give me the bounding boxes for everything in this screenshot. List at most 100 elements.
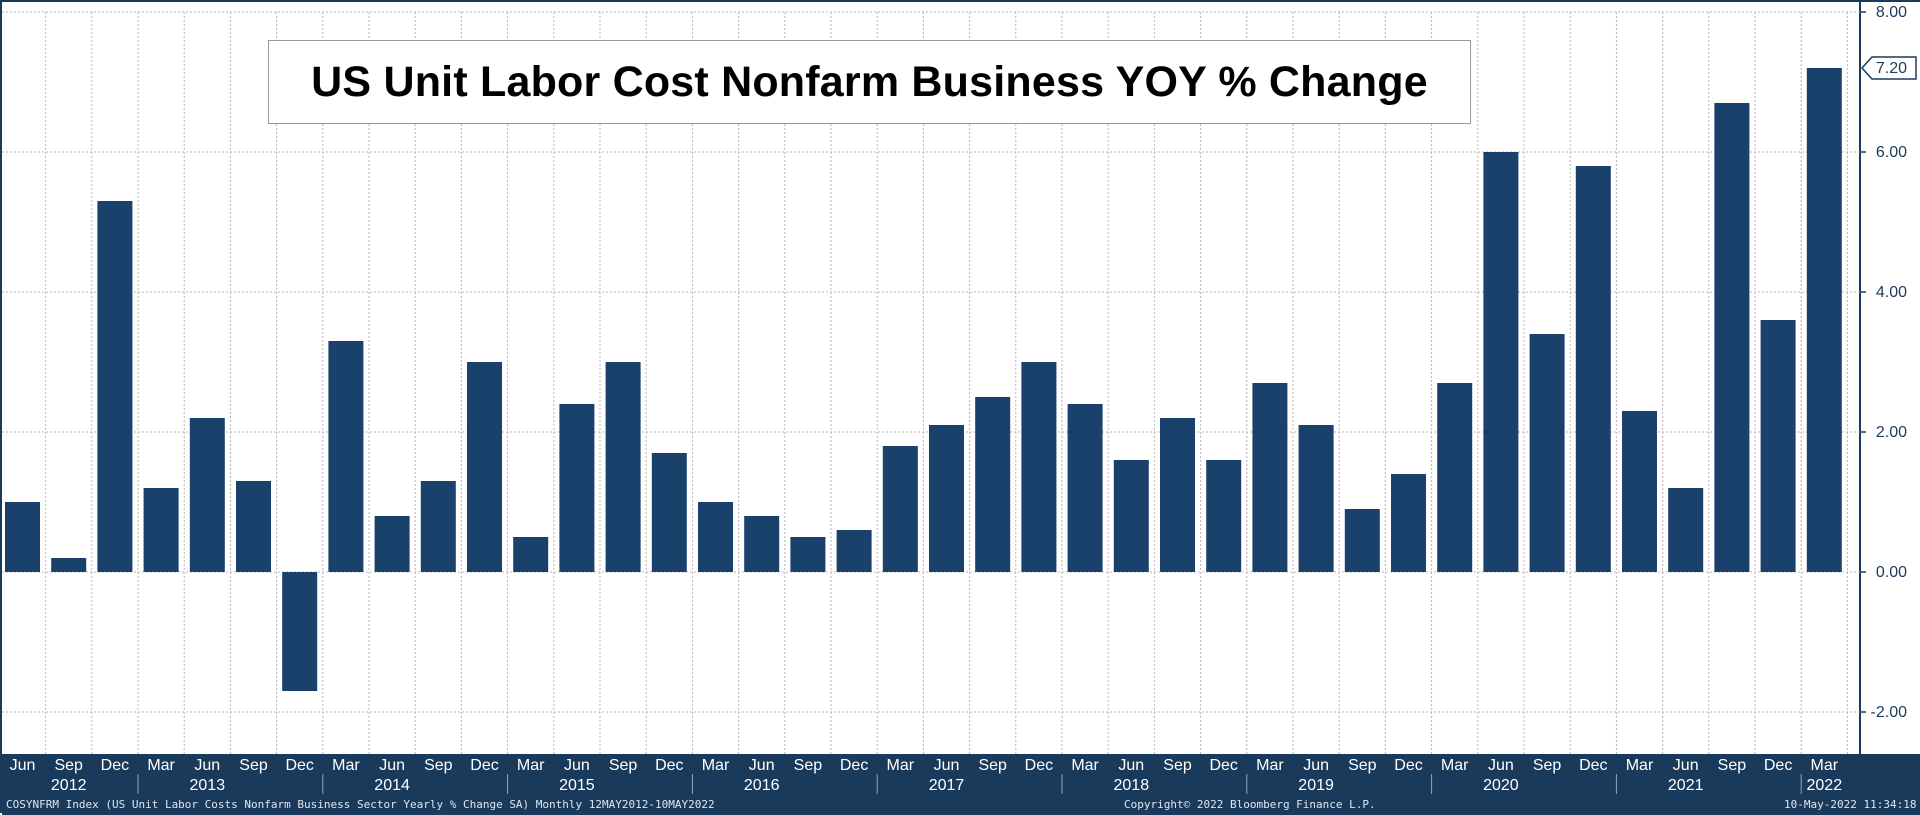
x-tick-label: Jun bbox=[1488, 757, 1514, 774]
y-tick-label: -2.00 bbox=[1871, 704, 1908, 721]
x-tick-label: Dec bbox=[1579, 757, 1607, 774]
x-tick-label: Sep bbox=[978, 757, 1007, 774]
bar bbox=[5, 502, 40, 572]
x-tick-label: Sep bbox=[609, 757, 638, 774]
x-tick-label: Jun bbox=[749, 757, 775, 774]
x-tick-label: Sep bbox=[1163, 757, 1192, 774]
x-tick-label: Dec bbox=[840, 757, 868, 774]
footer-source: COSYNFRM Index (US Unit Labor Costs Nonf… bbox=[6, 798, 715, 811]
bar bbox=[1067, 404, 1103, 572]
bar bbox=[651, 453, 687, 572]
x-tick-label: Mar bbox=[1441, 757, 1469, 774]
bar bbox=[1714, 103, 1750, 572]
bar bbox=[1806, 68, 1842, 572]
x-tick-label: Sep bbox=[1718, 757, 1747, 774]
bar bbox=[1391, 474, 1426, 572]
bar bbox=[1483, 152, 1519, 572]
bar bbox=[1160, 418, 1195, 572]
x-tick-label: Sep bbox=[1348, 757, 1377, 774]
bar bbox=[929, 425, 964, 572]
x-tick-label: Dec bbox=[1025, 757, 1053, 774]
x-tick-label: Jun bbox=[934, 757, 960, 774]
bar bbox=[1575, 166, 1611, 572]
bar bbox=[236, 481, 271, 572]
bar bbox=[467, 362, 502, 572]
bar bbox=[1021, 362, 1057, 572]
x-tick-label: Mar bbox=[702, 757, 730, 774]
x-tick-label: Jun bbox=[194, 757, 220, 774]
x-tick-label: Mar bbox=[1071, 757, 1099, 774]
x-year-label: 2013 bbox=[190, 777, 226, 794]
chart-title: US Unit Labor Cost Nonfarm Business YOY … bbox=[311, 57, 1428, 106]
x-tick-label: Sep bbox=[54, 757, 83, 774]
x-tick-label: Jun bbox=[1118, 757, 1144, 774]
bar bbox=[1206, 460, 1242, 572]
bar bbox=[513, 537, 549, 572]
bar bbox=[790, 537, 826, 572]
bar bbox=[1622, 411, 1657, 572]
bar bbox=[1760, 320, 1796, 572]
x-year-label: 2021 bbox=[1668, 777, 1704, 794]
x-axis-band bbox=[2, 754, 1920, 795]
x-tick-label: Sep bbox=[239, 757, 268, 774]
x-tick-label: Dec bbox=[1764, 757, 1792, 774]
x-tick-label: Mar bbox=[1811, 757, 1839, 774]
bar bbox=[374, 516, 410, 572]
y-tick-label: 6.00 bbox=[1876, 144, 1907, 161]
x-year-label: 2017 bbox=[929, 777, 965, 794]
x-tick-label: Mar bbox=[887, 757, 915, 774]
bar bbox=[1529, 334, 1565, 572]
bar bbox=[605, 362, 641, 572]
x-tick-label: Jun bbox=[379, 757, 405, 774]
x-tick-label: Jun bbox=[1303, 757, 1329, 774]
bar bbox=[744, 516, 780, 572]
x-year-label: 2022 bbox=[1807, 777, 1843, 794]
bar bbox=[328, 341, 364, 572]
x-tick-label: Dec bbox=[285, 757, 313, 774]
bar bbox=[882, 446, 918, 572]
x-tick-label: Dec bbox=[1209, 757, 1237, 774]
bar bbox=[282, 572, 318, 691]
bar bbox=[143, 488, 179, 572]
x-tick-label: Jun bbox=[10, 757, 36, 774]
x-tick-label: Jun bbox=[564, 757, 590, 774]
chart-footer: COSYNFRM Index (US Unit Labor Costs Nonf… bbox=[2, 795, 1920, 815]
y-tick-label: 0.00 bbox=[1876, 564, 1907, 581]
bar bbox=[51, 558, 87, 572]
bar bbox=[1298, 425, 1334, 572]
y-tick-label: 8.00 bbox=[1876, 4, 1907, 21]
bar bbox=[420, 481, 456, 572]
chart-title-box: US Unit Labor Cost Nonfarm Business YOY … bbox=[268, 40, 1471, 124]
x-tick-label: Mar bbox=[1256, 757, 1284, 774]
bar bbox=[698, 502, 733, 572]
x-tick-label: Sep bbox=[794, 757, 823, 774]
y-axis-area bbox=[1860, 2, 1920, 795]
bar bbox=[975, 397, 1011, 572]
x-year-label: 2020 bbox=[1483, 777, 1519, 794]
x-year-label: 2019 bbox=[1298, 777, 1334, 794]
x-tick-label: Dec bbox=[470, 757, 498, 774]
y-tick-label: 4.00 bbox=[1876, 284, 1907, 301]
x-tick-label: Mar bbox=[332, 757, 360, 774]
last-value-label: 7.20 bbox=[1876, 60, 1907, 77]
x-year-label: 2015 bbox=[559, 777, 595, 794]
bar bbox=[1437, 383, 1473, 572]
x-tick-label: Sep bbox=[1533, 757, 1562, 774]
x-tick-label: Sep bbox=[424, 757, 453, 774]
x-tick-label: Dec bbox=[101, 757, 129, 774]
x-tick-label: Dec bbox=[655, 757, 683, 774]
bar bbox=[1344, 509, 1380, 572]
bar bbox=[559, 404, 595, 572]
x-year-label: 2018 bbox=[1114, 777, 1150, 794]
bar bbox=[1668, 488, 1704, 572]
y-tick-label: 2.00 bbox=[1876, 424, 1907, 441]
footer-timestamp: 10-May-2022 11:34:18 bbox=[1784, 798, 1917, 811]
x-tick-label: Jun bbox=[1673, 757, 1699, 774]
x-tick-label: Mar bbox=[147, 757, 175, 774]
x-year-label: 2012 bbox=[51, 777, 87, 794]
bar bbox=[97, 201, 133, 572]
footer-copyright: Copyright© 2022 Bloomberg Finance L.P. bbox=[1124, 798, 1376, 811]
bar bbox=[189, 418, 225, 572]
